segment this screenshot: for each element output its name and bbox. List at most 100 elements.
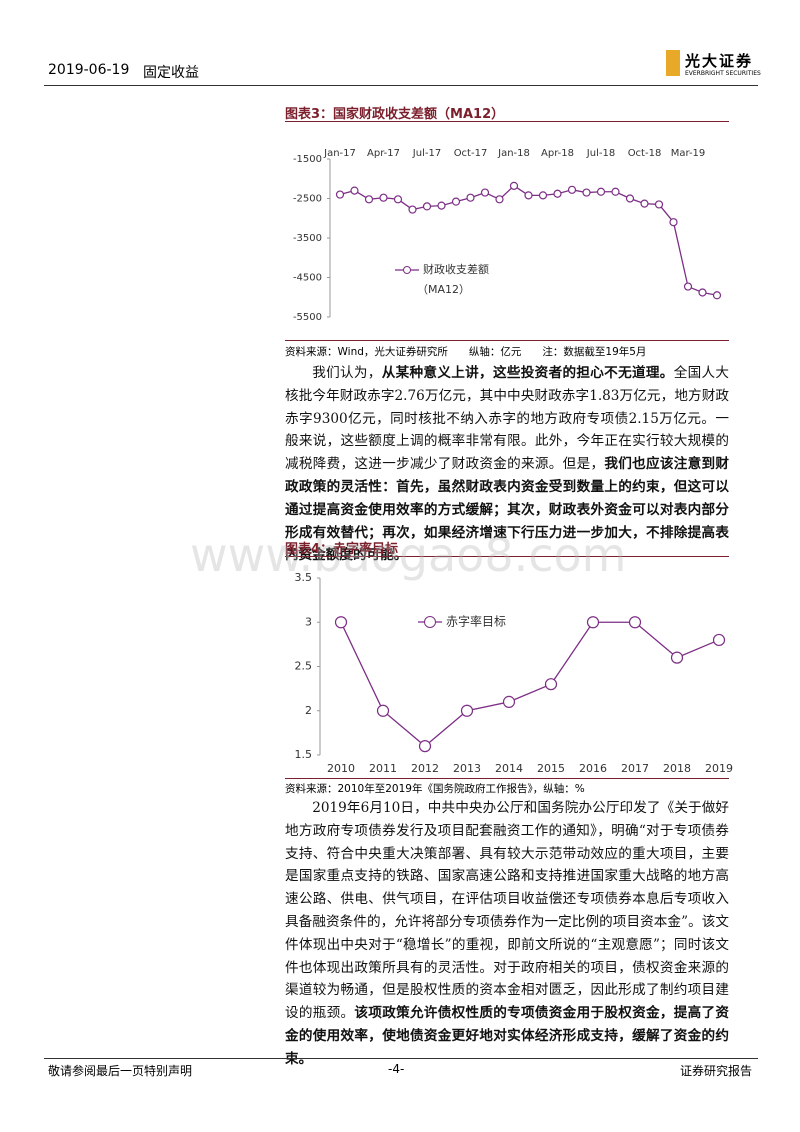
- point: [538, 191, 548, 200]
- point: [683, 282, 693, 291]
- point: [335, 190, 345, 199]
- legend-marker: [424, 616, 436, 628]
- point: [364, 195, 374, 204]
- header-rule: [44, 85, 758, 86]
- x-tick-label: 2010: [327, 762, 355, 775]
- text-run: 全国人大核批今年财政赤字2.76万亿元，其中中央财政赤字1.83万亿元，地方财政…: [285, 365, 730, 473]
- point: [334, 616, 348, 629]
- point: [524, 191, 533, 200]
- source-rule: [285, 778, 729, 779]
- x-tick-label: 2017: [621, 762, 649, 775]
- point: [698, 288, 707, 297]
- text-run: 从某种意义上讲，这些投资者的担心不无道理。: [381, 365, 674, 381]
- point: [553, 189, 562, 198]
- logo-text: 光大证券: [685, 52, 754, 70]
- legend-note: （MA12）: [417, 283, 470, 296]
- logo-icon: [666, 50, 680, 76]
- point: [567, 185, 577, 194]
- point: [379, 193, 388, 202]
- point: [670, 651, 684, 664]
- point: [628, 616, 642, 629]
- text-run: 我们也应该注意到财政政策的灵活性：首先，虽然财政表内资金受到数量上的约束，但这可…: [285, 456, 730, 564]
- x-tick-label: 2014: [495, 762, 523, 775]
- y-tick-label: 2: [305, 704, 312, 717]
- y-tick-label: 3.5: [295, 571, 313, 584]
- paragraph: 我们认为，从某种意义上讲，这些投资者的担心不无道理。全国人大核批今年财政赤字2.…: [285, 362, 729, 567]
- point: [422, 202, 432, 211]
- y-tick-label: -1500: [293, 154, 322, 165]
- x-tick-label: Mar-19: [671, 148, 706, 159]
- logo-en: EVERBRIGHT SECURITIES: [685, 70, 761, 77]
- title-rule: [285, 121, 729, 122]
- x-tick-label: Jan-18: [497, 148, 530, 159]
- x-tick-label: Apr-17: [367, 148, 400, 159]
- point: [376, 704, 390, 717]
- footer-page: -4-: [388, 1062, 405, 1076]
- source-rule: [285, 340, 729, 341]
- legend-label: 财政收支差额: [423, 262, 489, 276]
- x-tick-label: Jan-17: [323, 148, 356, 159]
- point: [582, 188, 591, 197]
- y-tick-label: 2.5: [295, 660, 313, 673]
- y-tick-label: 3: [305, 615, 312, 628]
- x-tick-label: 2016: [579, 762, 607, 775]
- y-tick-label: -5500: [293, 312, 322, 323]
- x-tick-label: 2013: [453, 762, 481, 775]
- point: [350, 186, 359, 195]
- point: [596, 187, 606, 196]
- x-tick-label: 2012: [411, 762, 439, 775]
- header-date: 2019-06-19: [48, 62, 130, 78]
- point: [502, 695, 516, 709]
- x-tick-label: Jul-18: [586, 148, 615, 159]
- text-run: 我们认为，: [312, 365, 382, 381]
- point: [640, 199, 649, 208]
- point: [451, 197, 461, 206]
- text-run: 该项政策允许债权性质的专项债资金用于股权资金，提高了资金的使用效率，使地债资金更…: [285, 1005, 729, 1067]
- figure-title: 图表3：国家财政收支差额（MA12）: [285, 107, 505, 122]
- x-tick-label: 2018: [663, 762, 691, 775]
- point: [460, 704, 474, 717]
- x-tick-label: Apr-18: [541, 148, 574, 159]
- point: [625, 194, 635, 203]
- y-tick-label: 1.5: [295, 748, 313, 761]
- point: [509, 181, 519, 190]
- header-section: 固定收益: [143, 65, 199, 81]
- point: [480, 188, 490, 197]
- point: [466, 193, 475, 202]
- y-tick-label: -2500: [293, 194, 322, 205]
- title-rule: [285, 556, 729, 557]
- x-tick-label: Oct-17: [454, 148, 488, 159]
- series-line: [340, 621, 720, 748]
- paragraph: 2019年6月10日，中共中央办公厅和国务院办公厅印发了《关于做好地方政府专项债…: [285, 797, 729, 1071]
- point: [654, 200, 664, 209]
- x-tick-label: 2011: [369, 762, 397, 775]
- figure-source: 资料来源：Wind，光大证券研究所 纵轴：亿元 注：数据截至19年5月: [285, 346, 647, 358]
- point: [712, 291, 722, 300]
- point: [408, 205, 417, 214]
- point: [418, 740, 432, 753]
- footer-rule: [44, 1058, 758, 1059]
- x-tick-label: Oct-18: [628, 148, 662, 159]
- point: [437, 201, 446, 210]
- point: [544, 678, 558, 691]
- y-tick-label: -3500: [293, 233, 322, 244]
- y-tick-label: -4500: [293, 273, 322, 284]
- watermark: www.baogao8.com: [190, 528, 627, 582]
- x-tick-label: Jul-17: [412, 148, 441, 159]
- legend-label: 赤字率目标: [446, 614, 506, 629]
- x-tick-label: 2015: [537, 762, 565, 775]
- point: [495, 195, 504, 204]
- figure-title: 图表4：赤字率目标: [285, 542, 399, 557]
- figure-source: 资料来源：2010年至2019年《国务院政府工作报告》，纵轴：%: [285, 783, 585, 795]
- footer-left: 敬请参阅最后一页特别声明: [48, 1064, 193, 1078]
- text-run: 2019年6月10日，中共中央办公厅和国务院办公厅印发了《关于做好地方政府专项债…: [285, 800, 729, 1022]
- point: [669, 218, 678, 227]
- footer-right: 证券研究报告: [680, 1064, 753, 1078]
- legend-marker: [403, 266, 411, 274]
- x-tick-label: 2019: [705, 762, 733, 775]
- point: [712, 633, 726, 647]
- point: [393, 195, 403, 204]
- point: [611, 187, 620, 196]
